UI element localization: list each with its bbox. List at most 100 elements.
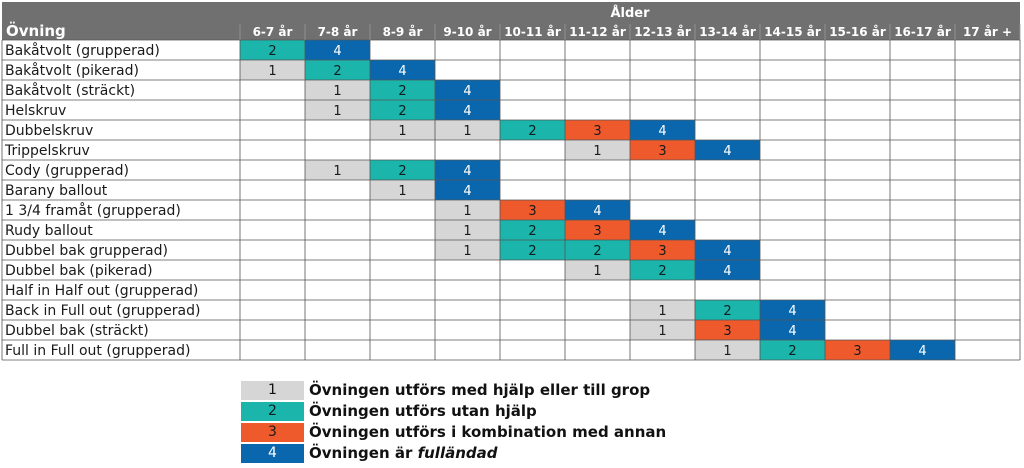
level-value: 4 bbox=[398, 64, 406, 79]
level-cell bbox=[695, 240, 760, 260]
legend-label-1: Övningen utförs med hjälp eller till gro… bbox=[309, 381, 651, 399]
level-cell bbox=[500, 200, 565, 220]
level-value: 4 bbox=[658, 224, 666, 239]
column-header: 14-15 år bbox=[764, 25, 821, 39]
legend-label-3: Övningen utförs i kombination med annan bbox=[309, 423, 667, 441]
level-value: 2 bbox=[398, 104, 406, 119]
level-cell bbox=[695, 340, 760, 360]
level-cell bbox=[305, 160, 370, 180]
level-cell bbox=[695, 300, 760, 320]
level-value: 4 bbox=[463, 164, 471, 179]
level-value: 1 bbox=[333, 164, 341, 179]
level-value: 2 bbox=[398, 164, 406, 179]
level-cell bbox=[435, 100, 500, 120]
level-value: 4 bbox=[463, 104, 471, 119]
row-label: Bakåtvolt (sträckt) bbox=[5, 82, 135, 99]
level-value: 4 bbox=[463, 184, 471, 199]
level-cell bbox=[370, 120, 435, 140]
level-value: 3 bbox=[528, 204, 536, 219]
column-header: 9-10 år bbox=[443, 25, 491, 39]
row-label: Dubbelskruv bbox=[5, 123, 93, 139]
level-value: 4 bbox=[723, 244, 731, 259]
level-cell bbox=[695, 320, 760, 340]
level-value: 2 bbox=[593, 244, 601, 259]
column-header: 13-14 år bbox=[699, 25, 756, 39]
legend-swatch-1: 1 bbox=[241, 381, 304, 400]
legend-swatch-3: 3 bbox=[241, 423, 304, 442]
level-cell bbox=[305, 80, 370, 100]
level-cell bbox=[565, 200, 630, 220]
row-label: Half in Half out (grupperad) bbox=[5, 283, 198, 299]
level-value: 2 bbox=[788, 344, 796, 359]
level-value: 2 bbox=[398, 84, 406, 99]
level-cell bbox=[370, 60, 435, 80]
level-cell bbox=[695, 140, 760, 160]
level-cell bbox=[435, 120, 500, 140]
level-value: 2 bbox=[333, 64, 341, 79]
level-cell bbox=[240, 40, 305, 60]
row-label: Dubbel bak grupperad) bbox=[5, 243, 168, 259]
legend-label-4-text: Övningen är bbox=[309, 444, 418, 462]
level-value: 2 bbox=[658, 264, 666, 279]
row-label: Helskruv bbox=[5, 103, 66, 119]
level-cell bbox=[630, 320, 695, 340]
legend-label-2: Övningen utförs utan hjälp bbox=[309, 402, 537, 420]
level-value: 3 bbox=[853, 344, 861, 359]
level-value: 1 bbox=[658, 304, 666, 319]
level-value: 2 bbox=[723, 304, 731, 319]
level-value: 1 bbox=[463, 124, 471, 139]
column-header: 12-13 år bbox=[634, 25, 691, 39]
level-value: 4 bbox=[788, 304, 796, 319]
column-header: 17 år + bbox=[963, 25, 1012, 39]
level-cell bbox=[630, 260, 695, 280]
row-label: Barany ballout bbox=[5, 183, 108, 199]
level-cell bbox=[500, 120, 565, 140]
level-cell bbox=[630, 120, 695, 140]
column-header: 15-16 år bbox=[829, 25, 886, 39]
level-value: 1 bbox=[333, 104, 341, 119]
level-cell bbox=[760, 340, 825, 360]
level-value: 2 bbox=[268, 44, 276, 59]
level-cell bbox=[370, 180, 435, 200]
column-header: 10-11 år bbox=[504, 25, 561, 39]
column-header: 7-8 år bbox=[318, 25, 358, 39]
level-cell bbox=[435, 220, 500, 240]
row-label: Cody (grupperad) bbox=[5, 163, 129, 179]
column-header: 11-12 år bbox=[569, 25, 626, 39]
level-value: 3 bbox=[723, 324, 731, 339]
legend-label-4-italic: fulländad bbox=[417, 444, 498, 462]
level-value: 4 bbox=[593, 204, 601, 219]
level-cell bbox=[825, 340, 890, 360]
level-cell bbox=[370, 100, 435, 120]
level-cell bbox=[305, 100, 370, 120]
row-label: Back in Full out (grupperad) bbox=[5, 303, 200, 319]
level-cell bbox=[630, 300, 695, 320]
level-value: 2 bbox=[528, 244, 536, 259]
level-cell bbox=[890, 340, 955, 360]
level-cell bbox=[565, 140, 630, 160]
column-header: 6-7 år bbox=[253, 25, 293, 39]
level-value: 2 bbox=[528, 124, 536, 139]
level-cell bbox=[370, 80, 435, 100]
level-value: 1 bbox=[398, 184, 406, 199]
row-label: 1 3/4 framåt (grupperad) bbox=[5, 202, 181, 219]
level-cell bbox=[630, 220, 695, 240]
level-value: 4 bbox=[463, 84, 471, 99]
row-label: Rudy ballout bbox=[5, 223, 93, 239]
level-cell bbox=[760, 320, 825, 340]
level-value: 1 bbox=[593, 144, 601, 159]
level-value: 4 bbox=[658, 124, 666, 139]
row-label: Full in Full out (grupperad) bbox=[5, 343, 190, 359]
level-cell bbox=[435, 200, 500, 220]
level-value: 3 bbox=[658, 244, 666, 259]
level-value: 1 bbox=[398, 124, 406, 139]
level-value: 2 bbox=[528, 224, 536, 239]
level-value: 1 bbox=[463, 204, 471, 219]
level-value: 4 bbox=[788, 324, 796, 339]
legend-swatch-2: 2 bbox=[241, 402, 304, 421]
level-value: 4 bbox=[723, 144, 731, 159]
legend-label-4: Övningen är fulländad bbox=[309, 444, 497, 463]
level-cell bbox=[435, 180, 500, 200]
level-value: 1 bbox=[463, 244, 471, 259]
level-cell bbox=[435, 80, 500, 100]
